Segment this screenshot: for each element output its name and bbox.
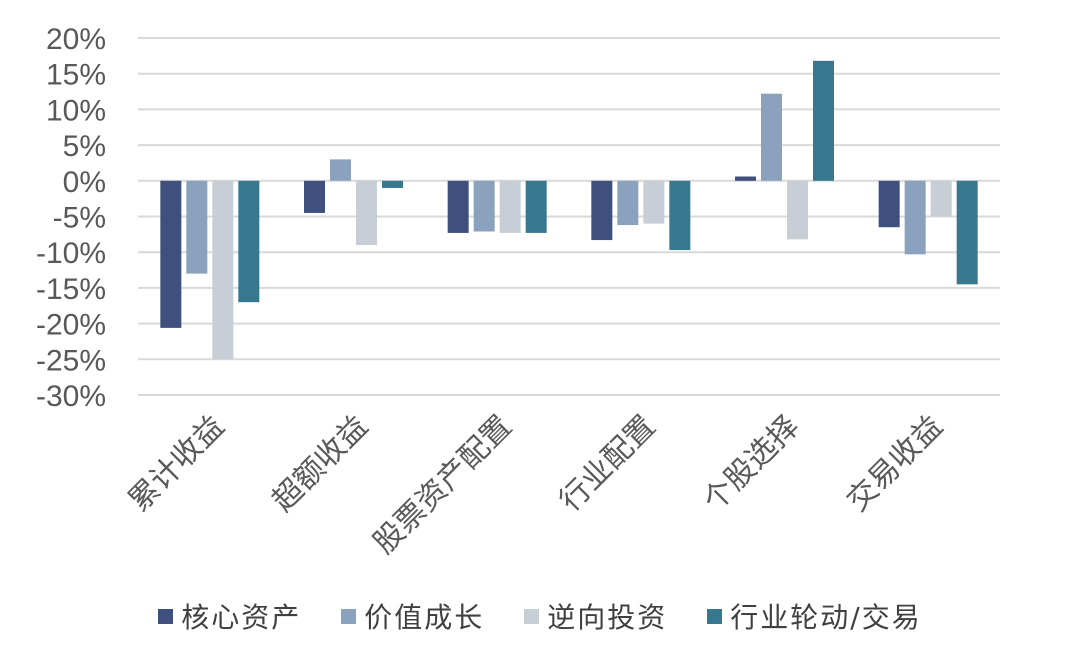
legend-item: 行业轮动/交易 <box>707 596 921 636</box>
bar <box>813 60 834 181</box>
bar <box>735 176 756 181</box>
bar <box>160 180 182 328</box>
category-label: 累计收益 <box>122 409 232 519</box>
y-tick-label: 0% <box>63 166 106 199</box>
legend-item: 逆向投资 <box>524 596 667 636</box>
bar <box>330 159 351 181</box>
y-tick-label: -25% <box>36 344 106 377</box>
bar <box>304 180 325 213</box>
legend-item: 核心资产 <box>158 596 301 636</box>
y-tick-label: -5% <box>53 202 106 235</box>
bar <box>878 180 900 228</box>
bar <box>525 180 547 233</box>
legend-label: 行业轮动/交易 <box>730 601 922 634</box>
bars <box>160 60 978 360</box>
category-label: 股票资产配置 <box>367 409 519 561</box>
bar <box>930 180 952 217</box>
category-label: 超额收益 <box>266 409 376 519</box>
bar <box>643 180 665 224</box>
y-tick-label: 20% <box>46 23 106 56</box>
gridlines <box>138 37 1000 396</box>
y-tick-label: -20% <box>36 309 106 342</box>
y-tick-label: -15% <box>36 273 106 306</box>
y-axis-ticks: 20%15%10%5%0%-5%-10%-15%-20%-25%-30% <box>36 23 106 413</box>
y-tick-label: 10% <box>46 94 106 127</box>
legend-swatch <box>707 608 723 624</box>
bar <box>473 180 495 232</box>
bar <box>904 180 926 255</box>
bar <box>617 180 639 226</box>
y-tick-label: -30% <box>36 380 106 413</box>
y-tick-label: -10% <box>36 237 106 270</box>
category-label: 行业配置 <box>553 409 663 519</box>
legend-label: 核心资产 <box>181 601 302 634</box>
legend-label: 价值成长 <box>364 601 485 634</box>
bar <box>787 180 808 240</box>
bar <box>212 180 234 360</box>
bar <box>669 180 691 251</box>
legend: 核心资产 价值成长 逆向投资 行业轮动/交易 <box>0 596 1080 636</box>
bar <box>499 180 521 233</box>
category-label: 交易收益 <box>840 409 950 519</box>
y-tick-label: 15% <box>46 59 106 92</box>
bar <box>238 180 260 303</box>
bar <box>186 180 208 274</box>
bar <box>956 180 978 285</box>
bar <box>356 180 377 246</box>
bar <box>591 180 613 241</box>
bar <box>447 180 469 233</box>
legend-swatch <box>158 608 174 624</box>
bar <box>382 180 403 188</box>
legend-item: 价值成长 <box>341 596 484 636</box>
legend-label: 逆向投资 <box>547 601 668 634</box>
legend-swatch <box>524 608 540 624</box>
bar <box>761 93 782 181</box>
y-tick-label: 5% <box>63 130 106 163</box>
legend-swatch <box>341 608 357 624</box>
category-label: 个股选择 <box>697 409 807 519</box>
